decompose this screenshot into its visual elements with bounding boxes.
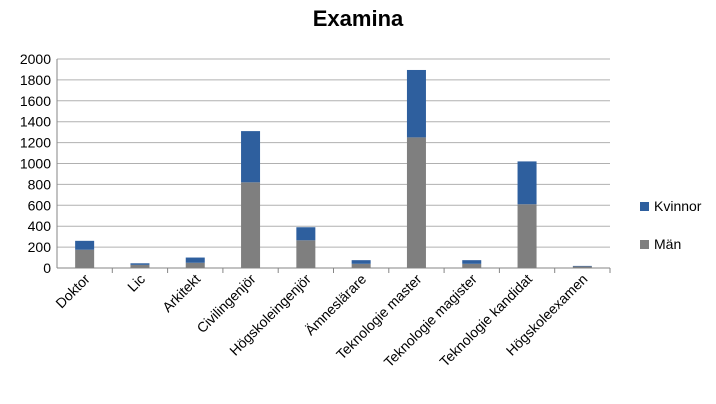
bar-kvinnor [517,161,537,205]
legend: Kvinnor Män [640,196,701,272]
bar-man [351,263,371,268]
legend-swatch [640,201,649,211]
bar-man [406,137,426,268]
bar-kvinnor [462,260,482,264]
bar-kvinnor [185,257,205,263]
bar-kvinnor [296,227,316,241]
legend-label: Män [654,236,682,252]
bar-man [517,204,537,268]
bar-man [462,263,482,268]
bar-man [296,240,316,268]
y-tick-label: 1200 [20,135,51,151]
y-tick-label: 1000 [20,156,51,172]
y-tick-label: 1800 [20,72,51,88]
y-tick-label: 0 [43,260,51,276]
bar-kvinnor [351,260,371,264]
x-tick-label: Doktor [52,271,93,312]
bar-kvinnor [130,263,150,265]
y-tick-label: 600 [28,197,52,213]
bar-man [241,182,261,268]
x-tick-label: Teknologie magister [381,271,481,371]
legend-item: Män [640,234,701,254]
legend-swatch [640,239,649,249]
bar-man [185,262,205,268]
bar-kvinnor [572,265,592,267]
bar-kvinnor [241,131,261,183]
legend-label: Kvinnor [654,198,702,214]
bar-man [130,264,150,268]
y-tick-label: 800 [28,176,52,192]
bar-kvinnor [75,240,95,250]
y-tick-label: 1400 [20,114,51,130]
y-tick-label: 1600 [20,93,51,109]
bar-man [572,266,592,268]
x-tick-label: Arkitekt [159,271,203,315]
y-tick-label: 400 [28,218,52,234]
y-tick-label: 2000 [20,51,51,67]
chart-title: Examina [312,6,404,31]
y-tick-label: 200 [28,239,52,255]
x-tick-label: Teknologie kandidat [436,271,535,370]
bar-kvinnor [406,69,426,138]
x-tick-label: Lic [124,271,148,295]
bar-man [75,249,95,268]
legend-item: Kvinnor [640,196,701,216]
